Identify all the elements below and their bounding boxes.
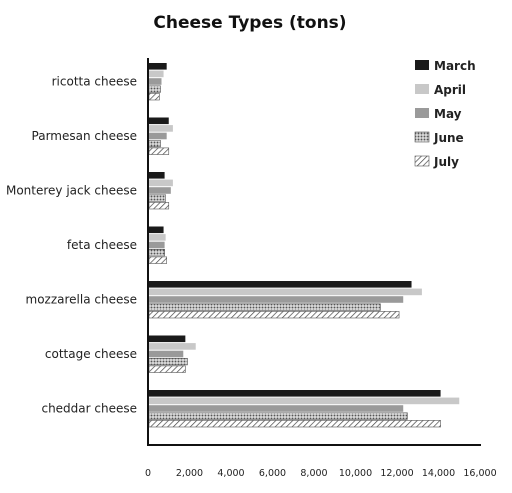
category-label: ricotta cheese	[52, 75, 137, 89]
category-label: cheddar cheese	[41, 402, 137, 416]
category-labels: ricotta cheese Parmesan cheese Monterey ja…	[6, 75, 137, 416]
x-tick-label: 6,000	[259, 468, 286, 479]
bar-feta-cheese-may	[149, 241, 165, 249]
bar-parmesan-cheese-june	[148, 140, 161, 148]
chart-title: Cheese Types (tons)	[153, 13, 346, 33]
bar-parmesan-cheese-april	[149, 125, 173, 132]
bar-mozzarella-cheese-july	[148, 311, 400, 319]
category-label: Parmesan cheese	[32, 129, 137, 143]
bar-cottage-cheese-april	[149, 343, 196, 350]
legend-swatch-april	[415, 84, 429, 94]
legend-swatch-july	[414, 155, 430, 167]
bar-mozzarella-cheese-april	[149, 288, 422, 296]
bar-mozzarella-cheese-june	[148, 303, 381, 311]
bars-layer	[148, 63, 460, 428]
legend-label-april: April	[434, 83, 466, 97]
bar-cheddar-cheese-may	[149, 405, 404, 412]
bar-cottage-cheese-march	[149, 335, 186, 343]
x-tick-label: 14,000	[422, 468, 455, 479]
x-tick-label: 2,000	[176, 468, 203, 479]
bar-mozzarella-cheese-march	[149, 281, 412, 288]
bar-cheddar-cheese-march	[149, 390, 441, 397]
category-label: Monterey jack cheese	[6, 184, 137, 198]
bar-feta-cheese-april	[149, 234, 166, 241]
x-tick-label: 0	[145, 468, 151, 479]
bar-cheddar-cheese-june	[148, 412, 408, 420]
bar-ricotta-cheese-june	[148, 85, 161, 93]
x-tick-label: 8,000	[300, 468, 327, 479]
bar-ricotta-cheese-march	[149, 63, 167, 70]
legend-swatch-march	[415, 60, 429, 70]
legend-swatch-may	[415, 108, 429, 118]
bar-monterey-jack-cheese-march	[149, 172, 165, 179]
bar-feta-cheese-june	[148, 249, 165, 257]
bar-monterey-jack-cheese-july	[148, 202, 170, 210]
bar-cottage-cheese-may	[149, 350, 184, 358]
bar-ricotta-cheese-april	[149, 70, 164, 78]
bar-parmesan-cheese-march	[149, 117, 169, 125]
bar-monterey-jack-cheese-may	[149, 187, 171, 194]
legend-label-june: June	[433, 131, 464, 145]
legend-label-march: March	[434, 59, 476, 73]
legend-swatch-june	[414, 131, 430, 143]
bar-cheddar-cheese-july	[148, 420, 441, 428]
bar-cottage-cheese-june	[148, 357, 188, 366]
bar-feta-cheese-march	[149, 226, 164, 234]
x-axis-ticks: 0 2,000 4,000 6,000 8,000 10,000 12,000 14,000 1…	[145, 468, 497, 479]
category-label: cottage cheese	[45, 347, 137, 361]
category-label: feta cheese	[67, 238, 137, 252]
bar-monterey-jack-cheese-april	[149, 179, 173, 187]
bar-ricotta-cheese-may	[149, 78, 162, 85]
x-tick-label: 16,000	[463, 468, 496, 479]
bar-parmesan-cheese-july	[148, 147, 170, 155]
bar-mozzarella-cheese-may	[149, 296, 404, 303]
x-tick-label: 12,000	[380, 468, 413, 479]
x-tick-label: 4,000	[217, 468, 244, 479]
x-tick-label: 10,000	[339, 468, 372, 479]
legend-label-may: May	[434, 107, 462, 121]
bar-parmesan-cheese-may	[149, 132, 167, 140]
legend: March April May June July	[414, 59, 476, 169]
bar-ricotta-cheese-july	[148, 93, 160, 101]
bar-feta-cheese-july	[148, 256, 167, 264]
legend-label-july: July	[433, 155, 459, 169]
bar-monterey-jack-cheese-june	[148, 194, 166, 202]
bar-cottage-cheese-july	[148, 365, 186, 373]
category-label: mozzarella cheese	[26, 293, 137, 307]
bar-cheddar-cheese-april	[149, 397, 460, 405]
